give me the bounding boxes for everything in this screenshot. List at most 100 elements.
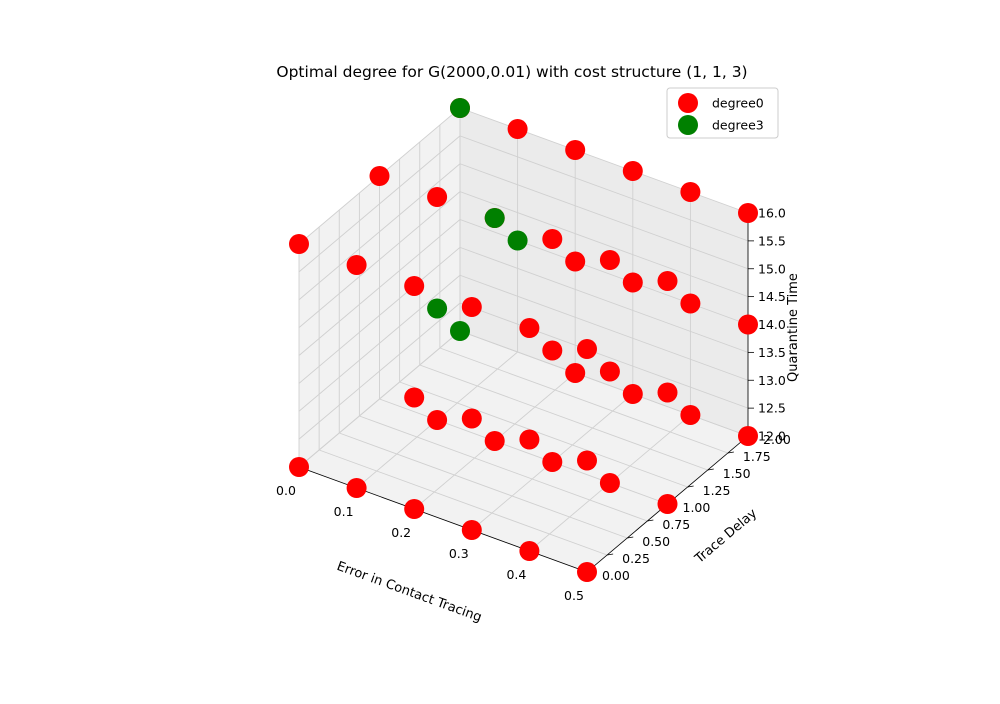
data-point-degree0 [346, 255, 367, 275]
z-tick-label: 13.0 [758, 373, 786, 388]
gridline [298, 163, 461, 301]
gridline [298, 330, 461, 468]
legend-label-degree3: degree3 [712, 118, 764, 133]
data-point-degree0 [680, 182, 701, 202]
data-point-degree0 [289, 457, 309, 477]
y-tick-label: 0.50 [642, 534, 670, 549]
x-tick-label: 0.5 [564, 588, 584, 603]
gridline [459, 191, 749, 298]
gridline [399, 381, 688, 488]
gridline [298, 247, 461, 384]
y-tick-mark [647, 519, 654, 522]
gridline [359, 415, 648, 522]
z-tick-label: 14.0 [758, 317, 786, 332]
gridline [298, 135, 461, 273]
y-tick-label: 0.75 [662, 517, 690, 532]
data-point-degree0 [565, 140, 586, 160]
data-point-degree0 [565, 251, 586, 272]
y-tick-mark [607, 553, 614, 556]
z-tick-label: 12.0 [758, 429, 786, 444]
legend-label-degree0: degree0 [712, 96, 764, 111]
data-point-degree0 [738, 426, 758, 446]
data-point-degree0 [577, 339, 597, 359]
data-point-degree3 [450, 321, 470, 341]
data-point-degree0 [577, 562, 597, 582]
data-point-degree0 [542, 452, 563, 472]
data-point-degree0 [622, 161, 643, 181]
y-tick-label: 1.75 [743, 449, 771, 464]
data-point-degree0 [599, 250, 620, 270]
data-point-degree0 [599, 361, 620, 382]
y-tick-label: 0.00 [602, 568, 630, 583]
x-tick-label: 0.4 [506, 567, 526, 582]
legend: degree0 degree3 [666, 87, 779, 139]
data-point-degree0 [404, 276, 425, 296]
data-point-degree0 [484, 431, 505, 451]
gridline [379, 398, 668, 505]
y-tick-mark [727, 451, 734, 454]
y-tick-label: 0.25 [622, 551, 650, 566]
gridline [298, 219, 461, 356]
data-point-degree0 [519, 318, 540, 338]
z-tick-label: 12.5 [758, 401, 786, 416]
z-tick-label: 16.0 [758, 206, 786, 221]
data-point-degree0 [404, 387, 425, 408]
y-tick-label: 1.50 [723, 466, 751, 481]
y-tick-label: 1.00 [683, 500, 711, 515]
y-tick-mark [627, 536, 634, 539]
chart-title: Optimal degree for G(2000,0.01) with cos… [276, 63, 747, 81]
data-point-degree0 [657, 382, 678, 403]
y-tick-label: 2.00 [763, 432, 791, 447]
legend-marker-degree0 [678, 93, 698, 113]
gridline [439, 347, 729, 454]
x-axis-line [298, 466, 588, 573]
z-tick-label: 15.5 [758, 233, 786, 248]
data-point-degree0 [427, 410, 448, 430]
gridline [459, 163, 749, 270]
gridline [298, 274, 461, 412]
z-tick-label: 13.5 [758, 345, 786, 360]
data-point-degree0 [680, 293, 701, 314]
gridline [459, 135, 749, 242]
data-point-degree0 [461, 520, 482, 540]
data-point-degree0 [542, 229, 563, 249]
data-point-degree0 [369, 166, 390, 186]
data-point-degree0 [565, 363, 586, 383]
data-point-degree3 [427, 298, 448, 319]
data-point-degree0 [577, 450, 597, 471]
x-tick-label: 0.2 [391, 525, 411, 540]
data-point-degree0 [622, 272, 643, 293]
gridline [459, 219, 749, 325]
gridline [318, 449, 608, 556]
data-point-degree0 [680, 405, 701, 425]
data-point-degree0 [542, 340, 563, 361]
gridline [298, 191, 461, 328]
x-tick-label: 0.3 [449, 546, 469, 561]
x-tick-label: 0.1 [334, 504, 354, 519]
gridline [339, 432, 628, 539]
data-point-degree0 [657, 494, 678, 514]
gridline [459, 330, 749, 437]
legend-marker-degree3 [678, 115, 698, 135]
data-point-degree3 [507, 230, 528, 251]
x-tick-label: 0.0 [276, 483, 296, 498]
gridline [459, 107, 749, 214]
data-point-degree0 [738, 314, 758, 335]
data-point-degree0 [507, 119, 528, 139]
data-point-degree0 [404, 499, 425, 519]
gridline [298, 302, 461, 440]
data-point-degree0 [599, 473, 620, 493]
data-point-degree0 [346, 478, 367, 498]
data-point-degree3 [450, 98, 470, 118]
gridline [459, 246, 749, 353]
gridline [459, 274, 749, 381]
data-point-degree3 [484, 208, 505, 228]
y-tick-label: 1.25 [703, 483, 731, 498]
z-tick-label: 14.5 [758, 289, 786, 304]
data-point-degree0 [519, 429, 540, 450]
data-point-degree0 [738, 203, 758, 223]
data-point-degree0 [427, 187, 448, 207]
data-point-degree0 [461, 408, 482, 429]
gridline [459, 302, 749, 409]
